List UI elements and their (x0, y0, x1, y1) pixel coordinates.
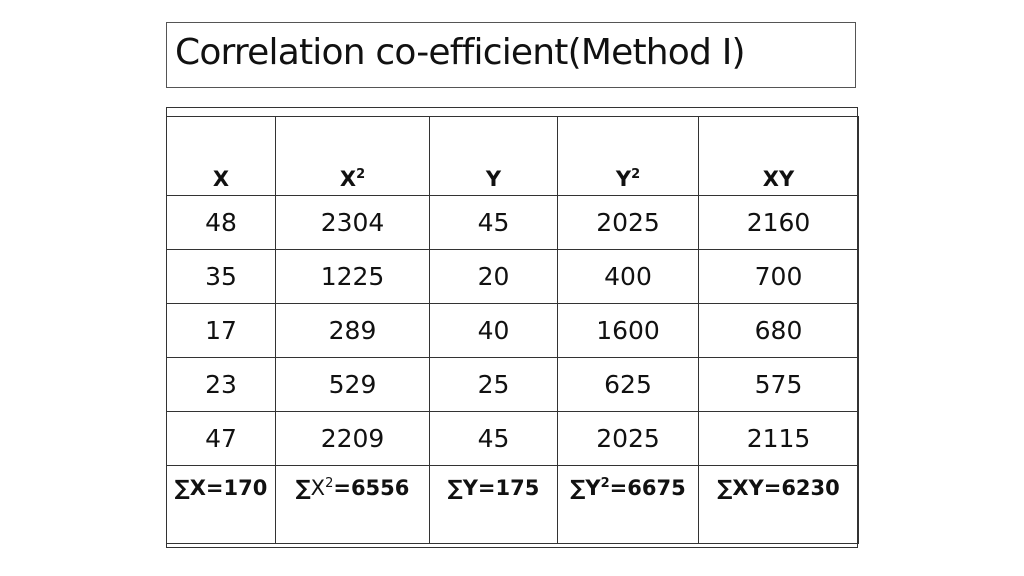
sum-xy: ∑XY=6230 (698, 465, 859, 544)
cell-xy: 575 (698, 357, 859, 412)
cell-x-squared: 2304 (275, 195, 430, 250)
cell-y: 25 (429, 357, 558, 412)
cell-y-squared: 2025 (557, 195, 699, 250)
table-row: 23 529 25 625 575 (166, 357, 859, 412)
cell-y: 20 (429, 249, 558, 304)
title-box: Correlation co-efficient(Method I) (166, 22, 856, 88)
cell-y: 40 (429, 303, 558, 358)
cell-xy: 2160 (698, 195, 859, 250)
cell-xy: 680 (698, 303, 859, 358)
cell-y-squared: 1600 (557, 303, 699, 358)
table-row: 47 2209 45 2025 2115 (166, 411, 859, 466)
cell-x-squared: 2209 (275, 411, 430, 466)
cell-xy: 2115 (698, 411, 859, 466)
table-row: 17 289 40 1600 680 (166, 303, 859, 358)
slide-title: Correlation co-efficient(Method I) (175, 32, 746, 73)
cell-x: 47 (166, 411, 276, 466)
table-row: 48 2304 45 2025 2160 (166, 195, 859, 250)
sum-x-squared: ∑X2=6556 (275, 465, 430, 544)
header-x: X (166, 116, 276, 196)
correlation-table: X X2 Y Y2 XY 48 2304 45 2025 2160 35 122… (166, 116, 859, 544)
sum-x: ∑X=170 (166, 465, 276, 544)
cell-x: 35 (166, 249, 276, 304)
sum-row: ∑X=170 ∑X2=6556 ∑Y=175 ∑Y2=6675 ∑XY=6230 (166, 465, 859, 544)
cell-x: 48 (166, 195, 276, 250)
header-y-squared: Y2 (557, 116, 699, 196)
cell-y-squared: 400 (557, 249, 699, 304)
cell-y: 45 (429, 195, 558, 250)
header-xy: XY (698, 116, 859, 196)
table-row: 35 1225 20 400 700 (166, 249, 859, 304)
header-y: Y (429, 116, 558, 196)
cell-x-squared: 289 (275, 303, 430, 358)
sum-y: ∑Y=175 (429, 465, 558, 544)
cell-x-squared: 1225 (275, 249, 430, 304)
cell-xy: 700 (698, 249, 859, 304)
cell-x: 17 (166, 303, 276, 358)
sum-y-squared: ∑Y2=6675 (557, 465, 699, 544)
cell-y-squared: 625 (557, 357, 699, 412)
cell-y: 45 (429, 411, 558, 466)
cell-x: 23 (166, 357, 276, 412)
header-row: X X2 Y Y2 XY (166, 116, 859, 196)
cell-x-squared: 529 (275, 357, 430, 412)
cell-y-squared: 2025 (557, 411, 699, 466)
header-x-squared: X2 (275, 116, 430, 196)
